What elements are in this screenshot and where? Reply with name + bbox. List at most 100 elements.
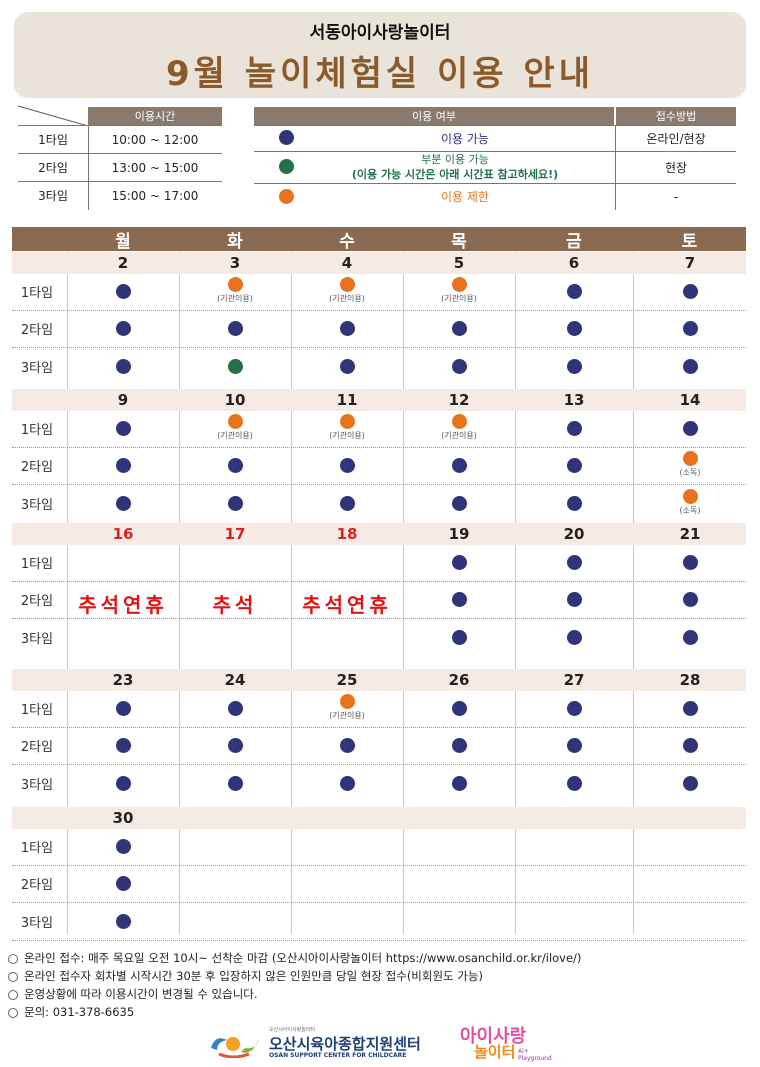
available-dot-fri-slot1	[567, 701, 582, 716]
grid-vline	[403, 251, 404, 934]
date-11: 11	[336, 391, 358, 409]
available-dot-thu-slot2	[452, 321, 467, 336]
time-row-value-2: 13:00 ~ 15:00	[111, 160, 199, 175]
restricted-dot-thu-slot1	[452, 277, 467, 292]
available-dot-mon-slot2	[116, 458, 131, 473]
playground-logo-small: Ai+ Playground	[518, 1048, 552, 1062]
date-row	[12, 252, 746, 274]
date-30: 30	[112, 809, 134, 827]
available-dot-mon-slot1	[116, 839, 131, 854]
available-dot-mon-slot2	[116, 321, 131, 336]
available-dot-sat-slot3	[683, 776, 698, 791]
date-26: 26	[448, 671, 470, 689]
slot-label-1: 1타임	[20, 703, 54, 718]
date-17: 17	[224, 525, 246, 543]
available-dot-wed-slot3	[340, 776, 355, 791]
legend-available-text: 이용 가능	[441, 132, 489, 146]
available-dot-mon-slot3	[116, 496, 131, 511]
row-divider	[12, 865, 746, 866]
available-dot-fri-slot2	[567, 738, 582, 753]
time-row-label-1: 1타임	[38, 133, 68, 147]
legend-available-dot	[279, 130, 294, 145]
restricted-dot-tue-slot1	[228, 277, 243, 292]
holiday-label-2: 추석	[212, 593, 258, 617]
slot-label-1: 1타임	[20, 423, 54, 438]
legend-partial-note: (이용 가능 시간은 아래 시간표 참고하세요!)	[351, 168, 559, 181]
note-group-use: (기관이용)	[441, 431, 477, 440]
playground-logo-text2: 놀이터	[474, 1043, 516, 1061]
time-row-value-1: 10:00 ~ 12:00	[111, 132, 199, 147]
day-tue: 화	[227, 231, 243, 252]
slot-label-2: 2타임	[20, 594, 54, 609]
date-18: 18	[336, 525, 358, 543]
available-dot-mon-slot3	[116, 776, 131, 791]
partial-dot-tue-slot3	[228, 359, 243, 374]
available-dot-tue-slot2	[228, 321, 243, 336]
slot-label-1: 1타임	[20, 557, 54, 572]
day-fri: 금	[566, 231, 582, 252]
footer-note-4: 문의: 031-378-6635	[8, 1004, 134, 1020]
available-dot-tue-slot3	[228, 496, 243, 511]
available-dot-thu-slot2	[452, 458, 467, 473]
date-row	[12, 523, 746, 545]
date-4: 4	[341, 254, 353, 272]
legend-restricted-dot	[279, 189, 294, 204]
footer-note-2: 온라인 접수자 회차별 시작시간 30분 후 입장하지 않은 인원만큼 당일 현…	[8, 968, 483, 984]
legend-partial-dot	[279, 159, 294, 174]
available-dot-sat-slot1	[683, 555, 698, 570]
date-7: 7	[684, 254, 696, 272]
available-dot-tue-slot2	[228, 738, 243, 753]
note-disinfect: (소독)	[679, 468, 701, 477]
available-dot-fri-slot1	[567, 555, 582, 570]
restricted-dot-thu-slot1	[452, 414, 467, 429]
row-divider	[12, 581, 746, 582]
diagonal-line	[18, 105, 88, 126]
header-subtitle: 서동아이사랑놀이터	[309, 23, 451, 43]
row-divider	[12, 347, 746, 348]
note-group-use: (기관이용)	[217, 431, 253, 440]
center-logo-small: 오산시아이사랑놀이터	[269, 1027, 316, 1033]
row-divider	[12, 902, 746, 903]
slot-label-1: 1타임	[20, 286, 54, 301]
date-20: 20	[563, 525, 585, 543]
available-dot-wed-slot3	[340, 359, 355, 374]
restricted-dot-wed-slot1	[340, 694, 355, 709]
center-logo-name-en: OSAN SUPPORT CENTER FOR CHILDCARE	[269, 1052, 407, 1059]
slot-label-3: 3타임	[20, 361, 54, 376]
day-wed: 수	[339, 231, 355, 252]
date-row	[12, 807, 746, 829]
status-table-header: 이용 여부	[254, 107, 614, 125]
available-dot-fri-slot2	[567, 592, 582, 607]
restricted-dot-wed-slot1	[340, 277, 355, 292]
available-dot-mon-slot1	[116, 701, 131, 716]
slot-label-1: 1타임	[20, 841, 54, 856]
available-dot-thu-slot1	[452, 555, 467, 570]
playground-logo: 아이사랑 놀이터 Ai+ Playground	[460, 1022, 560, 1062]
time-row-label-2: 2타임	[38, 161, 68, 175]
available-dot-sat-slot2	[683, 321, 698, 336]
available-dot-thu-slot2	[452, 592, 467, 607]
date-19: 19	[448, 525, 470, 543]
available-dot-wed-slot2	[340, 321, 355, 336]
restricted-dot-tue-slot1	[228, 414, 243, 429]
date-14: 14	[679, 391, 701, 409]
slot-label-2: 2타임	[20, 878, 54, 893]
available-dot-tue-slot1	[228, 701, 243, 716]
footer-note-1: 온라인 접수: 매주 목요일 오전 10시~ 선착순 마감 (오산시아이사랑놀이…	[8, 950, 581, 966]
day-thu: 목	[451, 231, 467, 252]
available-dot-mon-slot1	[116, 284, 131, 299]
available-dot-sat-slot1	[683, 421, 698, 436]
date-9: 9	[117, 391, 129, 409]
time-row-label-3: 3타임	[38, 189, 68, 203]
available-dot-wed-slot3	[340, 496, 355, 511]
available-dot-wed-slot2	[340, 458, 355, 473]
slot-label-3: 3타임	[20, 778, 54, 793]
date-23: 23	[112, 671, 134, 689]
available-dot-thu-slot3	[452, 496, 467, 511]
row-divider	[12, 310, 746, 311]
grid-vline	[179, 251, 180, 934]
note-disinfect: (소독)	[679, 506, 701, 515]
center-logo: 오산시아이사랑놀이터 오산시육아종합지원센터 OSAN SUPPORT CENT…	[205, 1027, 445, 1060]
time-row-value-3: 15:00 ~ 17:00	[111, 188, 199, 203]
date-row	[12, 389, 746, 411]
